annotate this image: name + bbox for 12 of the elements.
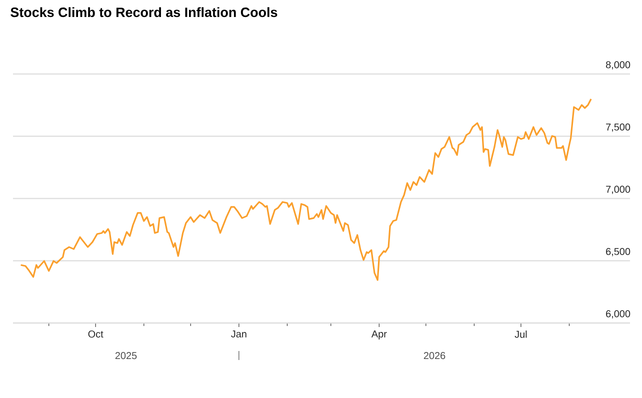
x-tick-label: Oct [88, 330, 104, 338]
text: 2026 [424, 352, 446, 360]
chart-title: Stocks Climb to Record as Inflation Cools [10, 7, 278, 18]
x-tick-label: Apr [371, 330, 387, 340]
y-tick-label: 7,000 [606, 186, 630, 194]
y-tick-label: 8,000 [606, 61, 630, 70]
x-tick-label: Jul [514, 330, 527, 338]
text: 2025 [115, 352, 137, 360]
y-tick-label: 6,000 [606, 310, 630, 318]
y-tick-label: 7,500 [606, 124, 630, 132]
y-tick-label: 6,500 [606, 248, 630, 256]
x-tick-label: Jan [231, 330, 246, 338]
